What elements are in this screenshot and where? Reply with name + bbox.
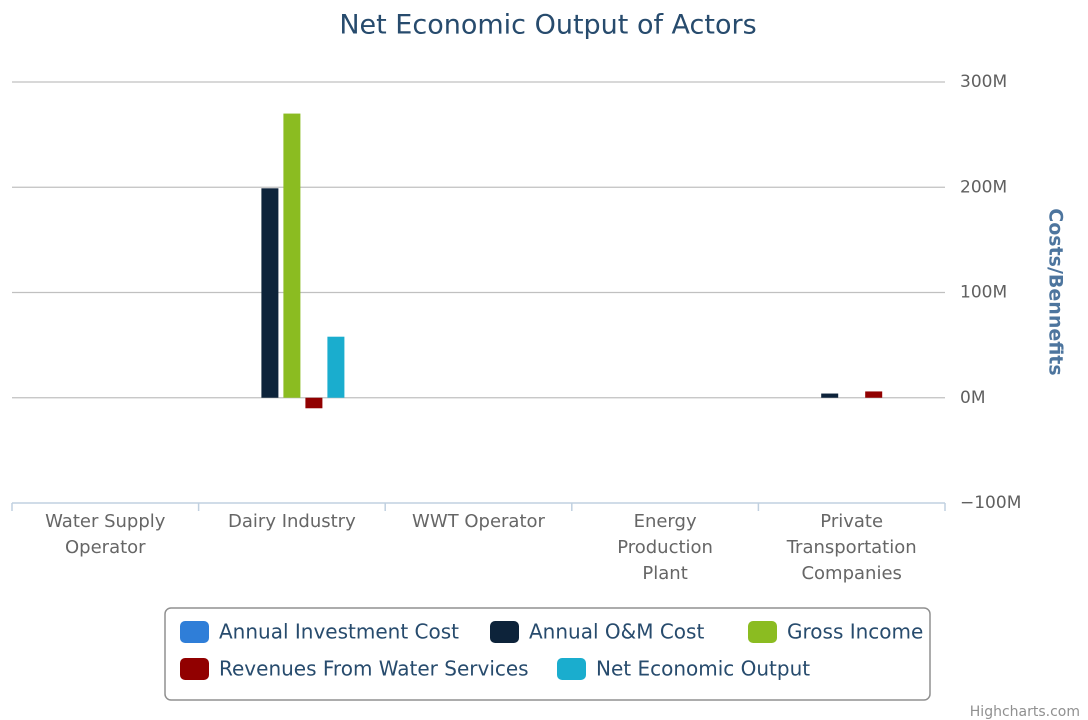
x-tick-label: Water Supply Operator xyxy=(45,511,166,558)
y-tick-label: 100M xyxy=(960,283,1007,303)
y-tick-label: 300M xyxy=(960,72,1007,92)
chart-title: Net Economic Output of Actors xyxy=(339,10,756,41)
legend-label[interactable]: Net Economic Output xyxy=(596,657,810,681)
y-axis-title: Costs/Bennefits xyxy=(1045,208,1067,375)
x-tick-label: Energy Production Plant xyxy=(617,511,713,584)
legend-swatch[interactable] xyxy=(180,621,209,643)
bar xyxy=(305,397,323,409)
bar xyxy=(821,393,839,398)
legend-swatch[interactable] xyxy=(557,658,586,680)
bar xyxy=(865,391,883,398)
credits: Highcharts.com xyxy=(970,704,1080,720)
x-tick-label: WWT Operator xyxy=(412,511,545,532)
y-tick-label: 200M xyxy=(960,177,1007,197)
legend-swatch[interactable] xyxy=(180,658,209,680)
y-tick-label: −100M xyxy=(960,493,1021,513)
legend-label[interactable]: Annual O&M Cost xyxy=(529,620,704,644)
legend-swatch[interactable] xyxy=(748,621,777,643)
legend-box xyxy=(164,607,931,701)
legend-label[interactable]: Revenues From Water Services xyxy=(219,657,529,681)
bar xyxy=(327,336,345,398)
bar xyxy=(283,113,301,398)
legend-label[interactable]: Gross Income xyxy=(787,620,923,644)
legend-swatch[interactable] xyxy=(490,621,519,643)
legend-label[interactable]: Annual Investment Cost xyxy=(219,620,459,644)
x-tick-label: Dairy Industry xyxy=(228,511,356,532)
x-tick-label: Private Transportation Companies xyxy=(786,511,917,584)
bar xyxy=(261,188,279,398)
y-tick-label: 0M xyxy=(960,388,985,408)
